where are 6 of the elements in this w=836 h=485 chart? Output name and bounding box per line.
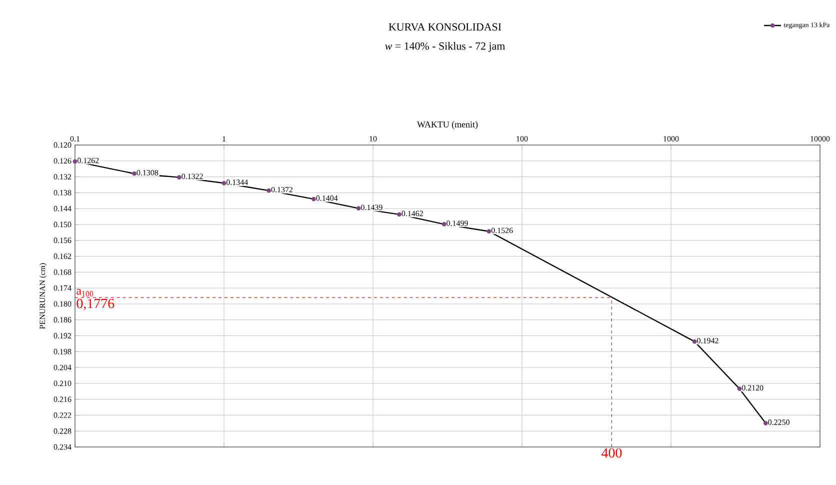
chart-title: KURVA KONSOLIDASI [388, 23, 502, 31]
ref-line-label: 400 [602, 448, 622, 458]
annotation: a$_{100}$ [76, 288, 94, 296]
x-axis-title: WAKTU (menit) [417, 121, 478, 130]
ref-line-label: 0,1776 [76, 298, 114, 310]
chart-subtitle: w = 140% - Siklus - 72 jam [385, 42, 505, 52]
